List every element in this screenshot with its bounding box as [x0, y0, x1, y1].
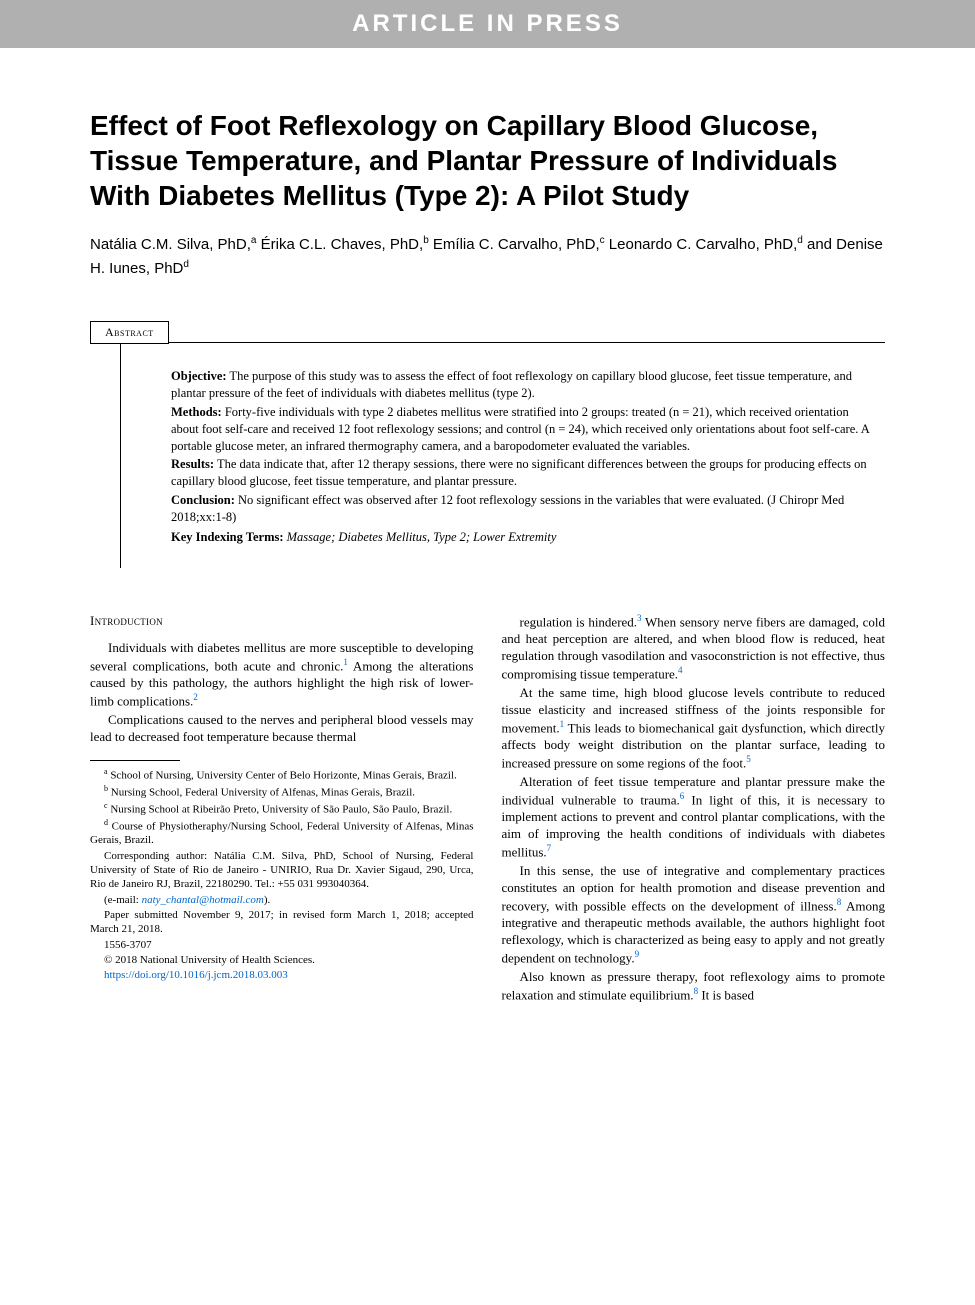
body-paragraph: At the same time, high blood glucose lev… [502, 685, 886, 772]
doi-line: https://doi.org/10.1016/j.jcm.2018.03.00… [90, 968, 474, 982]
abstract-header: Abstract [90, 320, 885, 343]
left-column: Introduction Individuals with diabetes m… [90, 613, 474, 1007]
body-paragraph: regulation is hindered.3 When sensory ne… [502, 613, 886, 683]
issn: 1556-3707 [90, 938, 474, 952]
abstract-label: Abstract [90, 321, 169, 344]
body-paragraph: Alteration of feet tissue temperature an… [502, 774, 886, 861]
affiliation: a School of Nursing, University Center o… [90, 767, 474, 783]
abstract-results-label: Results: [171, 457, 214, 471]
abstract-results-text: The data indicate that, after 12 therapy… [171, 457, 867, 488]
copyright: © 2018 National University of Health Sci… [90, 953, 474, 967]
affiliation: b Nursing School, Federal University of … [90, 784, 474, 800]
email-close: ). [264, 894, 270, 906]
doi-link[interactable]: https://doi.org/10.1016/j.jcm.2018.03.00… [104, 969, 288, 981]
right-column: regulation is hindered.3 When sensory ne… [502, 613, 886, 1007]
abstract-results: Results: The data indicate that, after 1… [171, 456, 875, 490]
abstract-methods: Methods: Forty-five individuals with typ… [171, 404, 875, 455]
body-paragraph: In this sense, the use of integrative an… [502, 863, 886, 967]
abstract-rule [169, 342, 885, 343]
body-paragraph: Complications caused to the nerves and p… [90, 712, 474, 746]
abstract-objective-text: The purpose of this study was to assess … [171, 369, 852, 400]
corresponding-author: Corresponding author: Natália C.M. Silva… [90, 849, 474, 892]
abstract-conclusion: Conclusion: No significant effect was ob… [171, 492, 875, 526]
abstract-objective-label: Objective: [171, 369, 227, 383]
abstract-keywords-text: Massage; Diabetes Mellitus, Type 2; Lowe… [284, 530, 557, 544]
introduction-heading: Introduction [90, 613, 474, 630]
abstract-methods-text: Forty-five individuals with type 2 diabe… [171, 405, 869, 453]
email-link[interactable]: naty_chantal@hotmail.com [142, 894, 264, 906]
abstract-keywords-label: Key Indexing Terms: [171, 530, 284, 544]
page-content: Effect of Foot Reflexology on Capillary … [0, 48, 975, 1046]
affiliations: a School of Nursing, University Center o… [90, 767, 474, 848]
page-title: Effect of Foot Reflexology on Capillary … [90, 108, 885, 213]
right-paragraphs: regulation is hindered.3 When sensory ne… [502, 613, 886, 1005]
email-open: (e-mail: [104, 894, 142, 906]
submission-dates: Paper submitted November 9, 2017; in rev… [90, 908, 474, 937]
body-paragraph: Also known as pressure therapy, foot ref… [502, 969, 886, 1004]
article-in-press-banner: ARTICLE IN PRESS [0, 0, 975, 48]
footnote-rule [90, 760, 180, 761]
abstract-objective: Objective: The purpose of this study was… [171, 368, 875, 402]
abstract-conclusion-text: No significant effect was observed after… [171, 493, 844, 524]
left-paragraphs: Individuals with diabetes mellitus are m… [90, 640, 474, 746]
author-list: Natália C.M. Silva, PhD,a Érika C.L. Cha… [90, 233, 885, 280]
abstract-container: Abstract Objective: The purpose of this … [90, 320, 885, 568]
abstract-methods-label: Methods: [171, 405, 222, 419]
email-line: (e-mail: naty_chantal@hotmail.com). [90, 893, 474, 907]
footnotes: a School of Nursing, University Center o… [90, 767, 474, 983]
body-columns: Introduction Individuals with diabetes m… [90, 613, 885, 1007]
abstract-conclusion-label: Conclusion: [171, 493, 235, 507]
abstract-body: Objective: The purpose of this study was… [120, 343, 885, 568]
affiliation: d Course of Physiotheraphy/Nursing Schoo… [90, 818, 474, 848]
affiliation: c Nursing School at Ribeirão Preto, Univ… [90, 801, 474, 817]
body-paragraph: Individuals with diabetes mellitus are m… [90, 640, 474, 710]
abstract-keywords: Key Indexing Terms: Massage; Diabetes Me… [171, 529, 875, 546]
